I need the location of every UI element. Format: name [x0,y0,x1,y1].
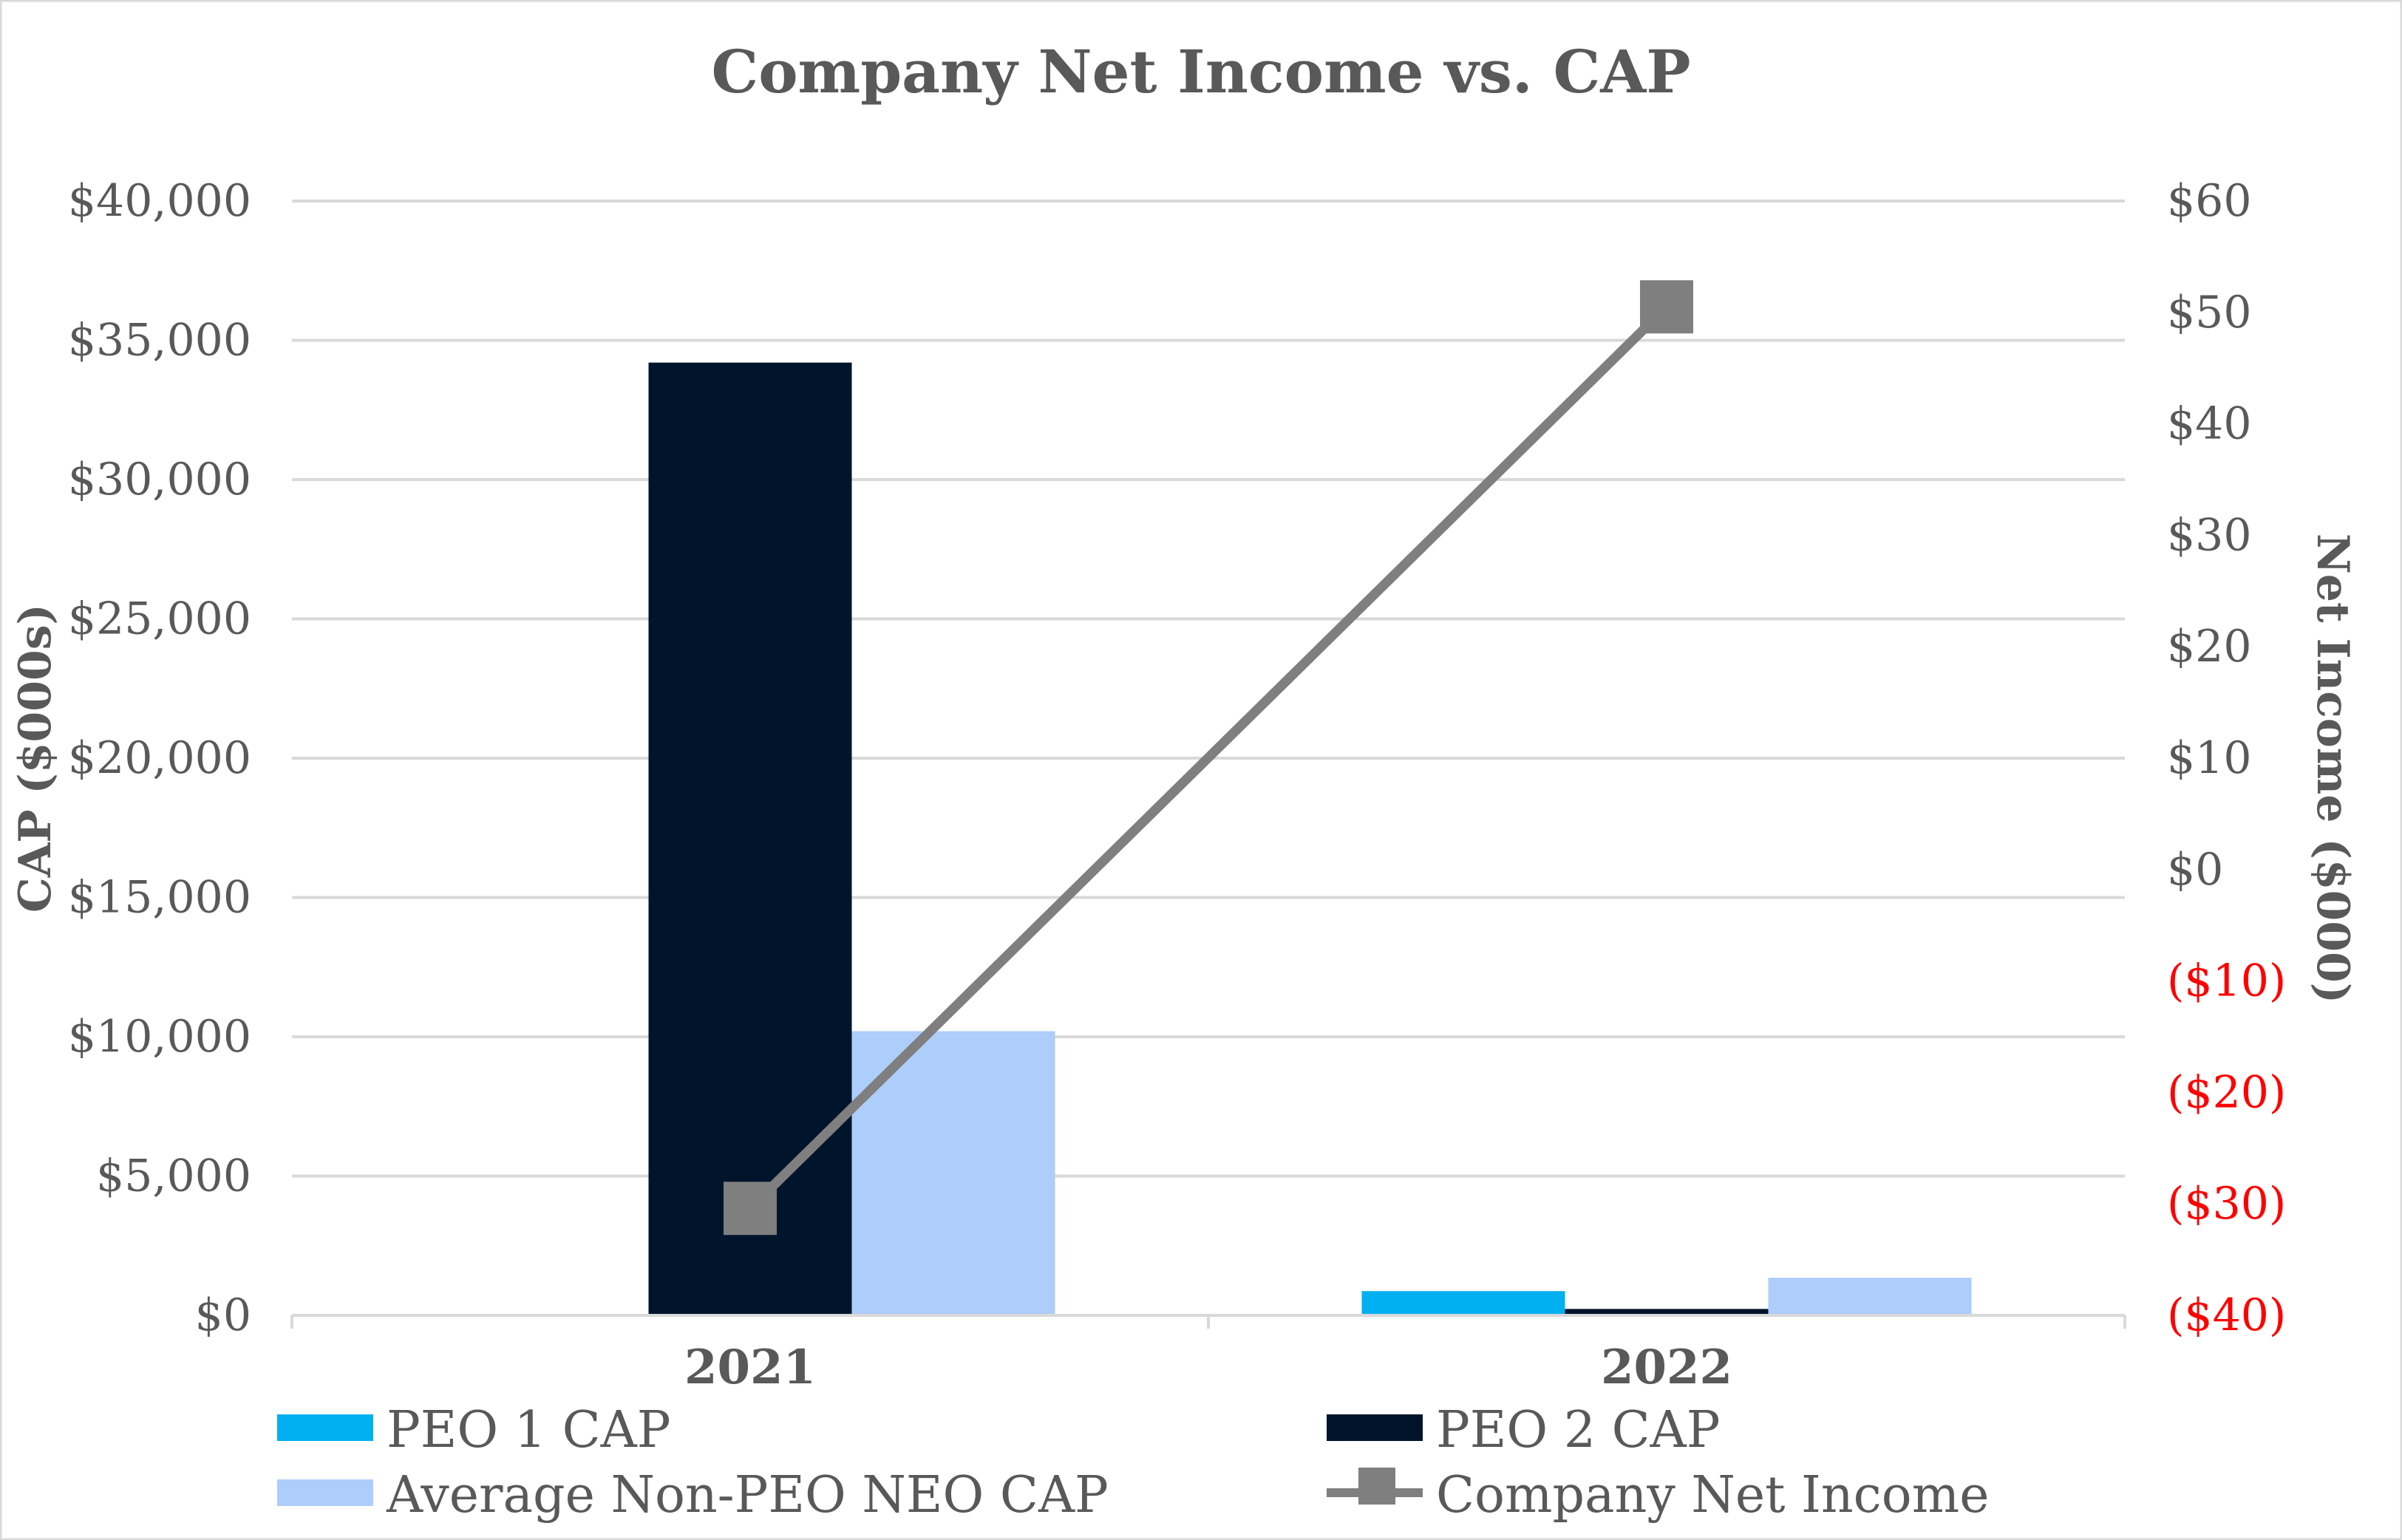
right-axis-tick-label: $20 [2167,621,2252,672]
category-label: 2022 [1601,1340,1732,1395]
right-axis-tick-label: $10 [2167,732,2252,784]
legend-swatch [277,1479,373,1506]
right-axis-tick-label: ($40) [2167,1289,2286,1341]
right-axis-title: Net Income ($000) [2307,534,2358,1004]
left-axis-tick-label: $30,000 [68,454,251,505]
line-marker [724,1182,777,1236]
axes: $0 $5,000 $10,000 $15,000 $20,000 $25,000 $30,… [10,175,2358,1395]
legend-marker [1358,1468,1395,1505]
left-axis-tick-label: $0 [195,1289,251,1341]
right-axis-tick-label: $50 [2167,287,2252,338]
line-series [746,303,1670,1212]
left-axis-tick-label: $10,000 [68,1011,251,1063]
gridlines [292,200,2125,1178]
line-marker [1640,280,1693,334]
legend-label: PEO 1 CAP [387,1401,671,1459]
chart-title: Company Net Income vs. CAP [712,37,1691,106]
left-axis-tick-label: $20,000 [68,732,251,784]
legend-label: Average Non-PEO NEO CAP [386,1466,1109,1524]
legend-swatch [277,1414,373,1441]
legend: PEO 1 CAP PEO 2 CAP Average Non-PEO NEO CA… [277,1401,1989,1524]
bar [1768,1278,1972,1315]
legend-swatch [1327,1414,1423,1441]
bar [1565,1309,1769,1315]
net-income-line [724,280,1693,1236]
legend-label: Company Net Income [1436,1466,1989,1524]
right-axis-tick-label: $60 [2167,175,2252,227]
legend-label: PEO 2 CAP [1436,1401,1721,1459]
right-axis-tick-label: ($20) [2167,1066,2286,1118]
right-axis-tick-label: ($30) [2167,1178,2286,1230]
left-axis-tick-label: $5,000 [96,1151,251,1202]
category-label: 2021 [684,1340,816,1395]
bar [1361,1291,1565,1315]
right-axis-tick-label: $30 [2167,509,2252,561]
bar [648,362,852,1315]
left-axis-tick-label: $15,000 [68,872,251,924]
right-axis-tick-label: $40 [2167,398,2252,450]
right-axis-tick-label: $0 [2167,844,2223,896]
left-axis-title: CAP ($000s) [10,604,61,913]
right-axis-tick-label: ($10) [2167,955,2286,1007]
left-axis-tick-label: $25,000 [68,593,251,645]
bars [648,362,1972,1315]
left-axis-tick-label: $35,000 [68,315,251,367]
left-axis-tick-label: $40,000 [68,175,251,227]
